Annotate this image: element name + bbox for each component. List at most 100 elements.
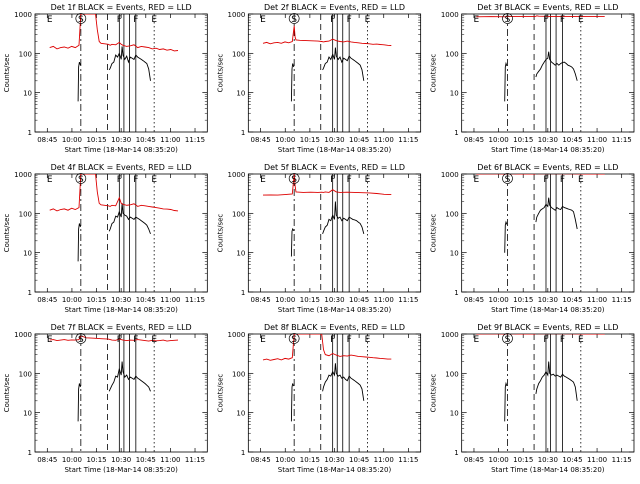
marker-label-f: F [347,335,352,345]
marker-label-f: F [543,175,548,185]
marker-label-e: E [260,335,266,345]
marker-circle [288,173,300,184]
chart-title: Det 5f BLACK = Events, RED = LLD [264,163,405,172]
marker-label-f: F [560,335,565,345]
x-axis-label: Start Time (18-Mar-14 08:35:20) [64,146,178,154]
marker-label-e: E [151,175,157,185]
x-tick-label: 10:15 [300,296,320,304]
x-tick-label: 10:30 [324,456,344,464]
series-lld-line [49,335,179,342]
x-tick-label: 10:45 [136,456,156,464]
marker-label-s: S [505,335,511,345]
x-tick-label: 10:15 [86,296,106,304]
plot-frame [34,13,208,133]
series-lld-line [262,25,392,46]
x-axis-label: Start Time (18-Mar-14 08:35:20) [278,466,392,474]
x-tick-label: 10:00 [62,136,82,144]
series-events-line [504,220,508,253]
y-axis-label: Counts/sec [3,54,11,93]
marker-circle [75,173,87,184]
plot-data [262,14,392,132]
series-lld-line [49,174,179,212]
x-tick-label: 11:15 [185,296,205,304]
plot-frame [247,173,422,293]
y-tick-label: 1000 [14,331,32,339]
marker-circle [288,333,300,344]
x-axis-label: Start Time (18-Mar-14 08:35:20) [491,466,605,474]
series-events-line [77,223,81,262]
y-tick-label: 100 [445,210,458,218]
series-lld-line [476,15,605,18]
marker-label-f: F [330,15,335,25]
marker-label-f: F [560,175,565,185]
series-events-line [322,201,365,235]
chart-panel-3f: Det 3f BLACK = Events, RED = LLD 1 10 100 10… [430,3,635,154]
y-tick-label: 1 [454,449,458,457]
marker-label-e: E [47,335,53,345]
y-tick-label: 100 [232,210,245,218]
y-tick-label: 100 [19,50,32,58]
y-tick-label: 1 [28,129,32,137]
y-tick-label: 10 [23,90,32,98]
x-tick-label: 11:00 [374,296,394,304]
y-tick-label: 1000 [228,331,246,339]
y-tick-label: 1000 [441,331,459,339]
y-tick-label: 100 [445,50,458,58]
x-tick-label: 11:00 [374,456,394,464]
x-tick-label: 10:30 [538,456,558,464]
series-events-line [535,361,578,401]
marker-label-f: F [117,175,122,185]
marker-label-e: E [260,175,266,185]
marker-label-e: E [578,175,584,185]
series-events-line [108,203,151,235]
x-tick-label: 11:00 [374,136,394,144]
x-axis-label: Start Time (18-Mar-14 08:35:20) [278,146,392,154]
x-tick-label: 08:45 [37,456,57,464]
x-tick-label: 10:45 [136,136,156,144]
series-lld-line [262,334,392,361]
series-events-line [108,361,151,392]
x-tick-label: 10:30 [538,296,558,304]
x-tick-label: 10:30 [111,456,131,464]
series-events-line [504,61,508,102]
y-tick-label: 1 [241,129,245,137]
x-tick-label: 10:30 [111,136,131,144]
x-tick-label: 10:15 [300,456,320,464]
y-tick-label: 1000 [228,171,246,179]
x-tick-label: 11:00 [587,456,607,464]
plot-frame [34,173,208,293]
x-tick-label: 10:15 [300,136,320,144]
y-tick-label: 1 [241,289,245,297]
chart-title: Det 2f BLACK = Events, RED = LLD [264,3,405,12]
x-tick-label: 10:45 [562,136,582,144]
plot-data [49,14,179,132]
y-tick-label: 10 [236,250,245,258]
x-tick-label: 08:45 [464,296,484,304]
plot-data [476,334,605,452]
x-tick-label: 08:45 [37,136,57,144]
chart-panel-6f: Det 6f BLACK = Events, RED = LLD 1 10 100 10… [430,163,635,314]
chart-title: Det 4f BLACK = Events, RED = LLD [51,163,192,172]
x-tick-label: 08:45 [464,136,484,144]
series-events-line [290,383,295,422]
y-axis-label: Counts/sec [216,214,224,253]
x-axis-label: Start Time (18-Mar-14 08:35:20) [491,306,605,314]
series-events-line [77,383,81,422]
marker-label-s: S [291,175,297,185]
x-tick-label: 10:45 [349,296,369,304]
marker-label-f: F [117,335,122,345]
x-tick-label: 10:30 [324,296,344,304]
chart-panel-1f: Det 1f BLACK = Events, RED = LLD 1 10 100 10… [3,3,208,154]
y-tick-label: 1000 [441,11,459,19]
plot-frame [461,13,635,133]
y-tick-label: 10 [450,410,459,418]
y-tick-label: 100 [232,370,245,378]
x-tick-label: 11:15 [612,296,632,304]
x-tick-label: 08:45 [37,296,57,304]
marker-label-e: E [365,175,371,185]
x-tick-label: 11:15 [185,136,205,144]
marker-label-f: F [133,15,138,25]
chart-title: Det 9f BLACK = Events, RED = LLD [477,323,618,332]
marker-label-s: S [505,175,511,185]
